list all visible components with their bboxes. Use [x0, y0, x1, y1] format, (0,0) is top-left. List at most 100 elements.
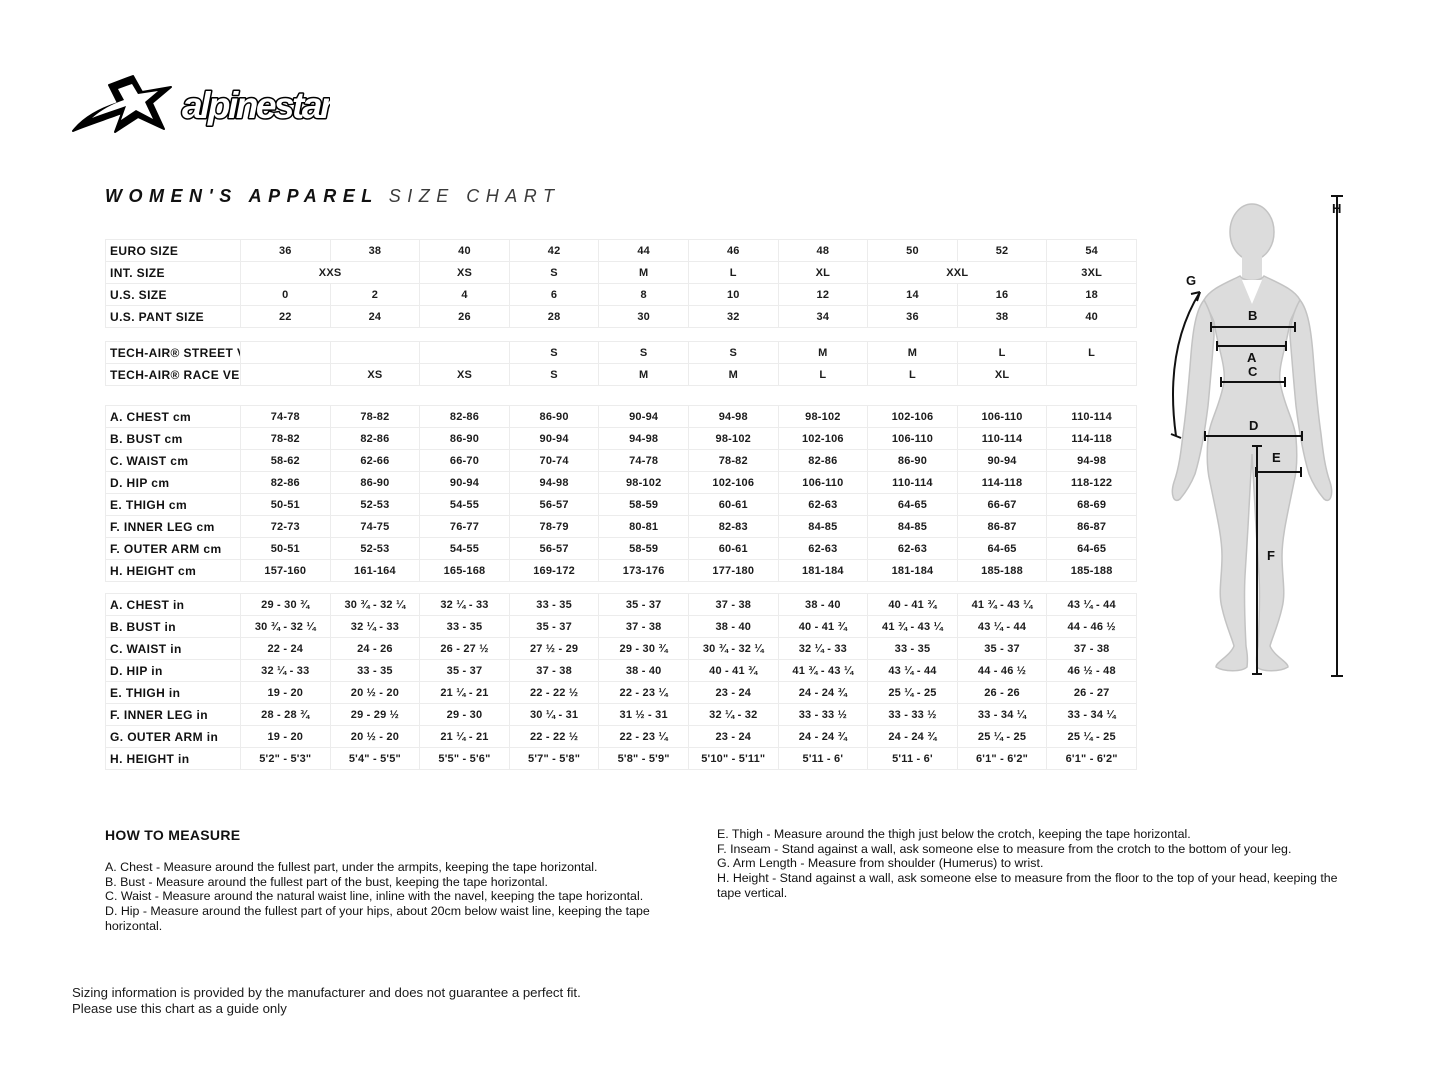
size-cell: 10: [687, 283, 779, 306]
size-cell: 33 - 35: [867, 637, 958, 660]
size-cell: 40 - 41 ¾: [777, 615, 869, 638]
size-cell: 114-118: [1046, 427, 1137, 450]
size-table-group-metric: A. CHEST cm 74-78 78-82 82-86 86-90 90-94 94-9…: [105, 405, 1137, 582]
size-cell: 54-55: [419, 493, 510, 516]
size-cell: 62-63: [867, 537, 958, 560]
size-cell: 102-106: [687, 471, 779, 494]
table-row: D. HIP in 32 ¼ - 33 33 - 35 35 - 37 37 - 38 3…: [105, 659, 1137, 682]
size-cell: 102-106: [867, 405, 958, 428]
size-cell: 36: [867, 305, 958, 328]
size-cell: 52-53: [329, 537, 421, 560]
disclaimer: Sizing information is provided by the ma…: [72, 985, 581, 1016]
size-cell: 74-75: [329, 515, 421, 538]
size-cell: 40: [419, 239, 510, 262]
row-label: C. WAIST cm: [105, 449, 241, 472]
size-cell: 169-172: [508, 559, 600, 582]
size-cell: 46: [687, 239, 779, 262]
size-cell: 94-98: [598, 427, 689, 450]
size-cell: 6'1" - 6'2": [1046, 747, 1137, 770]
size-cell: 4: [419, 283, 510, 306]
row-label: G. OUTER ARM in: [105, 725, 241, 748]
size-cell: 98-102: [777, 405, 869, 428]
size-cell: 82-86: [777, 449, 869, 472]
label-d: D: [1249, 418, 1258, 433]
size-cell: 24 - 24 ¾: [867, 725, 958, 748]
size-cell: 33 - 33 ½: [777, 703, 869, 726]
size-table-group-imperial: A. CHEST in 29 - 30 ¾ 30 ¾ - 32 ¼ 32 ¼ - 33…: [105, 593, 1137, 770]
measure-item: F. Inseam - Stand against a wall, ask so…: [717, 841, 1292, 856]
size-cell: 25 ¼ - 25: [956, 725, 1048, 748]
table-row: INT. SIZE XXS XS S M L XL XXL 3XL: [105, 261, 1137, 284]
size-cell: 38: [329, 239, 421, 262]
table-row: E. THIGH in 19 - 20 20 ½ - 20 21 ¼ - 21 22 -…: [105, 681, 1137, 704]
size-cell: 54-55: [419, 537, 510, 560]
size-cell: 5'11 - 6': [867, 747, 958, 770]
size-cell: 110-114: [1046, 405, 1137, 428]
size-cell: 37 - 38: [1046, 637, 1137, 660]
size-cell: XXL: [867, 261, 1048, 284]
table-row: C. WAIST in 22 - 24 24 - 26 26 - 27 ½ 27 ½ -…: [105, 637, 1137, 660]
size-cell: 35 - 37: [508, 615, 600, 638]
size-cell: 6'1" - 6'2": [956, 747, 1048, 770]
table-row: B. BUST in 30 ¾ - 32 ¼ 32 ¼ - 33 33 - 35 35 …: [105, 615, 1137, 638]
size-cell: 43 ¼ - 44: [867, 659, 958, 682]
size-cell: 82-86: [240, 471, 331, 494]
size-cell: 86-90: [867, 449, 958, 472]
label-g: G: [1186, 273, 1196, 288]
size-cell: 58-59: [598, 537, 689, 560]
size-cell: 33 - 35: [508, 593, 600, 616]
size-cell: 24 - 24 ¾: [777, 725, 869, 748]
size-cell: 19 - 20: [240, 725, 331, 748]
size-cell: 74-78: [240, 405, 331, 428]
size-cell: 58-59: [598, 493, 689, 516]
size-cell: 5'2" - 5'3": [240, 747, 331, 770]
size-cell: 26 - 26: [956, 681, 1048, 704]
size-cell: 66-70: [419, 449, 510, 472]
size-cell: 24 - 26: [329, 637, 421, 660]
size-cell: 21 ¼ - 21: [419, 725, 510, 748]
table-row: A. CHEST cm 74-78 78-82 82-86 86-90 90-94 94-9…: [105, 405, 1137, 428]
disclaimer-line2: Please use this chart as a guide only: [72, 1000, 287, 1016]
size-cell: S: [508, 261, 600, 284]
size-cell: 52: [956, 239, 1048, 262]
size-cell: 165-168: [419, 559, 510, 582]
size-cell: 94-98: [687, 405, 779, 428]
measure-item: A. Chest - Measure around the fullest pa…: [105, 860, 598, 874]
size-cell: 37 - 38: [598, 615, 689, 638]
size-cell: 58-62: [240, 449, 331, 472]
measure-item: C. Waist - Measure around the natural wa…: [105, 889, 644, 904]
size-cell: 16: [956, 283, 1048, 306]
size-cell: 5'4" - 5'5": [329, 747, 421, 770]
size-cell: 56-57: [508, 493, 600, 516]
size-cell: S: [598, 341, 689, 364]
size-cell: 72-73: [240, 515, 331, 538]
label-b: B: [1248, 308, 1257, 323]
size-cell: 33 - 35: [329, 659, 421, 682]
row-label: U.S. SIZE: [105, 283, 241, 306]
size-cell: 60-61: [687, 537, 779, 560]
size-cell: 41 ¾ - 43 ¼: [956, 593, 1048, 616]
size-cell: 40: [1046, 305, 1137, 328]
size-cell: 22 - 23 ¼: [598, 681, 689, 704]
table-row: D. HIP cm 82-86 86-90 90-94 94-98 98-102 102-1…: [105, 471, 1137, 494]
size-table: EURO SIZE 36 38 40 42 44 46 48 50 52 54 INT. SIZE XX…: [105, 239, 1137, 770]
size-cell: 62-63: [777, 493, 869, 516]
size-cell: 35 - 37: [419, 659, 510, 682]
size-cell: 30: [598, 305, 689, 328]
size-table-group-tech-air: TECH-AIR® STREET VESTSSSMMLLTECH-AIR® RA…: [105, 341, 1137, 386]
size-cell: 32 ¼ - 33: [419, 593, 510, 616]
size-cell: 43 ¼ - 44: [956, 615, 1048, 638]
measure-list-right: E. Thigh - Measure around the thigh just…: [717, 827, 1345, 901]
size-cell: 30 ¾ - 32 ¼: [687, 637, 779, 660]
size-cell: 5'5" - 5'6": [419, 747, 510, 770]
size-cell: 185-188: [956, 559, 1048, 582]
size-cell: 78-79: [508, 515, 600, 538]
size-cell: 38 - 40: [687, 615, 779, 638]
size-cell: 14: [867, 283, 958, 306]
measure-item: H. Height - Stand against a wall, ask so…: [717, 871, 1338, 900]
how-to-measure-section: HOW TO MEASURE A. Chest - Measure around…: [105, 827, 705, 934]
size-cell: 28 - 28 ¾: [240, 703, 331, 726]
size-cell: 18: [1046, 283, 1137, 306]
size-cell: 38 - 40: [777, 593, 869, 616]
measure-item: G. Arm Length - Measure from shoulder (H…: [717, 856, 1044, 871]
